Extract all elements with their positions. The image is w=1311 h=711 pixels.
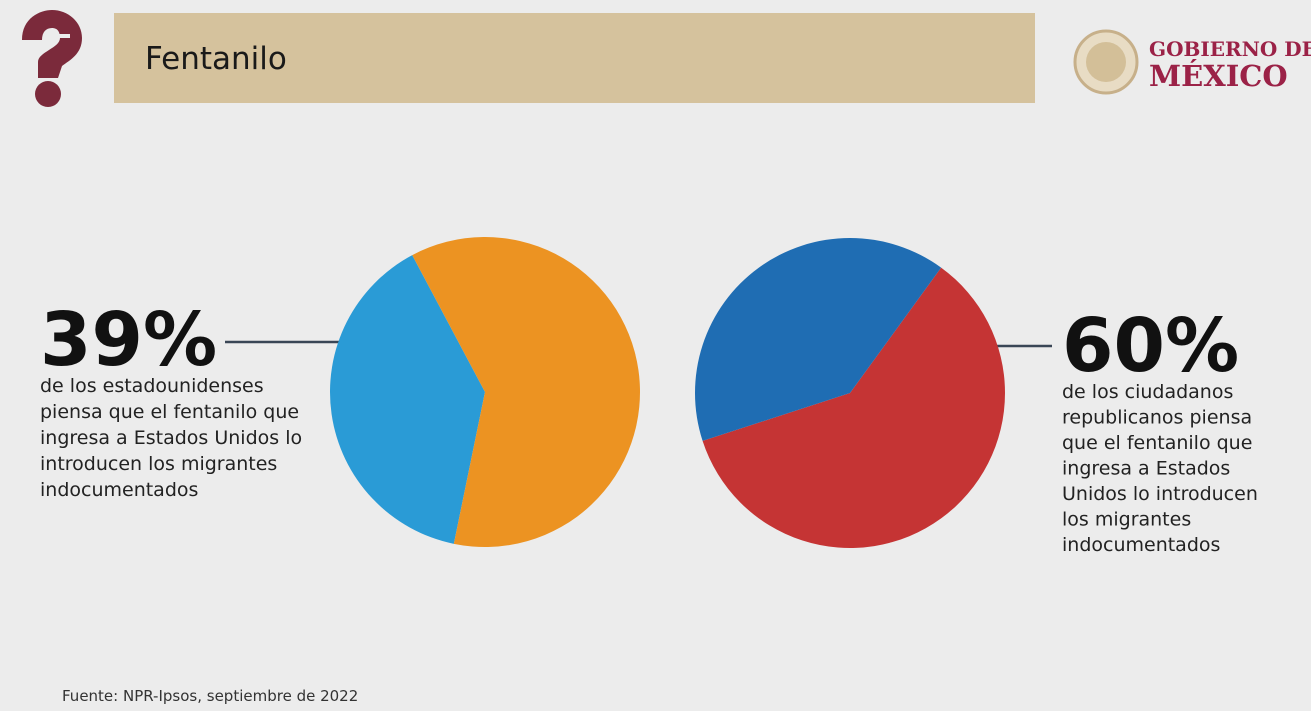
pie-slice — [412, 237, 640, 548]
value-label: 39% — [40, 297, 217, 383]
header-title: Fentanilo — [145, 41, 287, 77]
caption: ingresa a Estados — [1062, 458, 1230, 480]
caption: ingresa a Estados Unidos lo — [40, 427, 302, 449]
caption: republicanos piensa — [1062, 407, 1252, 429]
logo-text: MÉXICO — [1149, 58, 1288, 93]
pie-slice — [702, 267, 1005, 549]
pie-slice — [695, 238, 942, 441]
caption: indocumentados — [40, 479, 198, 501]
caption: que el fentanilo que — [1062, 432, 1252, 454]
caption: los migrantes — [1062, 509, 1191, 531]
caption: de los ciudadanos — [1062, 381, 1233, 403]
caption: introducen los migrantes — [40, 453, 277, 475]
caption: indocumentados — [1062, 534, 1220, 556]
source: Fuente: NPR-Ipsos, septiembre de 2022 — [62, 687, 358, 705]
caption: de los estadounidenses — [40, 375, 264, 397]
value-label: 60% — [1062, 303, 1239, 389]
logo-seal — [1073, 29, 1139, 95]
caption: piensa que el fentanilo que — [40, 401, 299, 423]
question-icon — [22, 10, 82, 107]
logo-text: GOBIERNO DE — [1149, 37, 1311, 61]
caption: Unidos lo introducen — [1062, 483, 1258, 505]
pie-slice — [330, 255, 485, 544]
header-band — [114, 13, 1035, 103]
